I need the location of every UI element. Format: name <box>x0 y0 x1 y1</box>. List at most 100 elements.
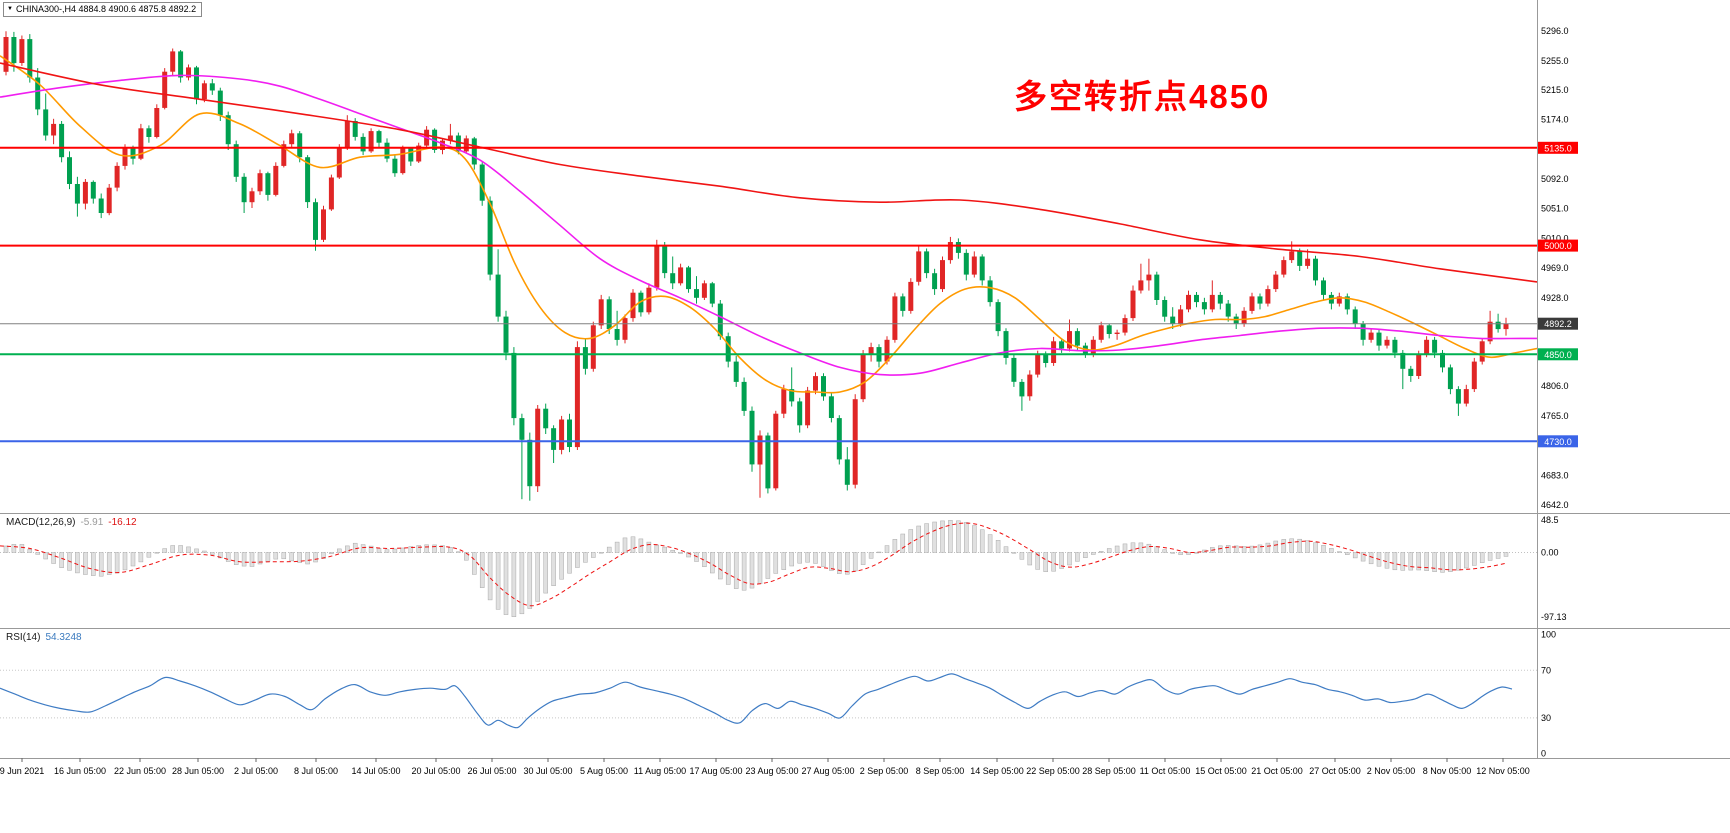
candle-body <box>694 289 699 298</box>
candle-body <box>1440 352 1445 368</box>
candle-body <box>273 165 279 195</box>
symbol-ohlc-text: CHINA300-,H4 4884.8 4900.6 4875.8 4892.2 <box>15 4 197 14</box>
macd-histogram-bar <box>813 552 818 564</box>
candle-body <box>1170 316 1176 324</box>
macd-histogram-bar <box>979 529 985 553</box>
candle-body <box>1503 323 1509 330</box>
candle-body <box>479 164 485 201</box>
macd-histogram-bar <box>1178 552 1183 555</box>
time-axis-label: 8 Nov 05:00 <box>1423 766 1472 776</box>
macd-histogram-bar <box>1011 552 1017 554</box>
macd-histogram-bar <box>1495 552 1501 559</box>
candle-body <box>138 128 144 159</box>
macd-histogram-bar <box>995 540 1001 553</box>
macd-histogram-bar <box>606 546 612 553</box>
candle-body <box>979 256 985 281</box>
macd-histogram-bar <box>106 552 112 575</box>
time-axis-label: 15 Oct 05:00 <box>1195 766 1247 776</box>
macd-histogram-bar <box>1043 552 1048 572</box>
macd-histogram-bar <box>932 521 937 553</box>
macd-histogram-bar <box>384 549 390 553</box>
candle-body <box>170 51 176 72</box>
candle-body <box>765 435 771 489</box>
macd-histogram-bar <box>225 552 231 562</box>
candle-body <box>630 292 636 319</box>
macd-histogram-bar <box>424 544 429 553</box>
macd-histogram-bar <box>829 552 834 571</box>
macd-histogram-bar <box>75 552 80 574</box>
moving-average-mid-magenta <box>0 74 1537 376</box>
candle-body <box>900 296 906 311</box>
macd-histogram-bar <box>757 552 763 585</box>
candle-body <box>963 252 969 275</box>
macd-histogram-bar <box>456 551 461 553</box>
macd-histogram-bar <box>837 552 842 574</box>
macd-histogram-bar <box>1456 552 1461 571</box>
price-level-badge-label: 4850.0 <box>1544 350 1572 360</box>
macd-histogram-bar <box>773 552 779 574</box>
candle-body <box>376 131 382 143</box>
macd-histogram-bar <box>59 552 64 568</box>
time-axis-label: 12 Nov 05:00 <box>1476 766 1530 776</box>
candle-body <box>1471 361 1477 390</box>
macd-histogram-bar <box>400 547 406 553</box>
price-axis[interactable]: 5296.0 5255.0 5215.0 5174.0 5092.0 5051.0 5010… <box>0 0 1730 759</box>
macd-histogram-bar <box>479 552 485 588</box>
price-axis-label: 5296.0 <box>1541 26 1569 36</box>
candle-body <box>313 202 318 240</box>
macd-histogram-bar <box>591 552 596 558</box>
candle-body <box>1479 341 1485 362</box>
macd-histogram-bar <box>281 552 287 560</box>
macd-histogram-bar <box>1479 552 1485 563</box>
macd-histogram-bar <box>1265 542 1271 553</box>
macd-histogram-bar <box>1337 551 1342 553</box>
candle-body <box>1463 389 1469 404</box>
candle-body <box>1098 325 1104 340</box>
symbol-ohlc-label[interactable]: ▼ CHINA300-,H4 4884.8 4900.6 4875.8 4892… <box>3 2 203 17</box>
candle-body <box>74 184 80 204</box>
candle-body <box>781 389 787 414</box>
macd-histogram-bar <box>1400 552 1406 571</box>
candle-body <box>265 173 271 195</box>
candle-body <box>678 267 684 284</box>
macd-panel <box>0 520 1537 617</box>
candle-body <box>828 396 834 418</box>
price-level-badge-label: 4892.2 <box>1544 319 1572 329</box>
candle-body <box>940 260 945 290</box>
candle-body <box>43 109 49 136</box>
candle-body <box>51 123 57 136</box>
macd-histogram-bar <box>972 525 977 553</box>
candle-body <box>749 410 755 465</box>
candle-body <box>59 123 65 158</box>
candle-body <box>471 138 477 165</box>
candle-body <box>98 198 104 213</box>
candle-body <box>995 302 1001 332</box>
time-axis-label: 14 Sep 05:00 <box>970 766 1024 776</box>
candle-body <box>789 389 795 402</box>
price-axis-label: 5215.0 <box>1541 85 1569 95</box>
macd-histogram-bar <box>765 552 771 579</box>
macd-histogram-bar <box>472 552 477 575</box>
candle-body <box>670 273 676 284</box>
candle-body <box>297 133 303 158</box>
time-axis-label: 27 Oct 05:00 <box>1309 766 1361 776</box>
price-axis-label: 4642.0 <box>1541 500 1569 510</box>
macd-histogram-bar <box>678 552 683 554</box>
candle-body <box>567 419 572 447</box>
macd-histogram-bar <box>98 552 104 577</box>
candle-body <box>971 256 977 275</box>
price-axis-label: 5174.0 <box>1541 115 1569 125</box>
time-axis-label: 22 Jun 05:00 <box>114 766 166 776</box>
time-axis[interactable]: 9 Jun 2021 16 Jun 05:00 22 Jun 05:00 28 Jun… <box>0 758 1530 776</box>
price-level-badge <box>1538 141 1578 154</box>
macd-histogram-bar <box>1098 551 1104 553</box>
candle-body <box>106 187 112 214</box>
candle-body <box>1186 294 1191 310</box>
time-axis-label: 2 Jul 05:00 <box>234 766 278 776</box>
macd-histogram-bar <box>345 545 350 553</box>
candle-body <box>352 121 358 137</box>
time-axis-label: 11 Oct 05:00 <box>1140 766 1191 776</box>
macd-histogram-bar <box>1416 552 1421 571</box>
candle-body <box>1392 339 1398 353</box>
candle-body <box>249 191 255 203</box>
